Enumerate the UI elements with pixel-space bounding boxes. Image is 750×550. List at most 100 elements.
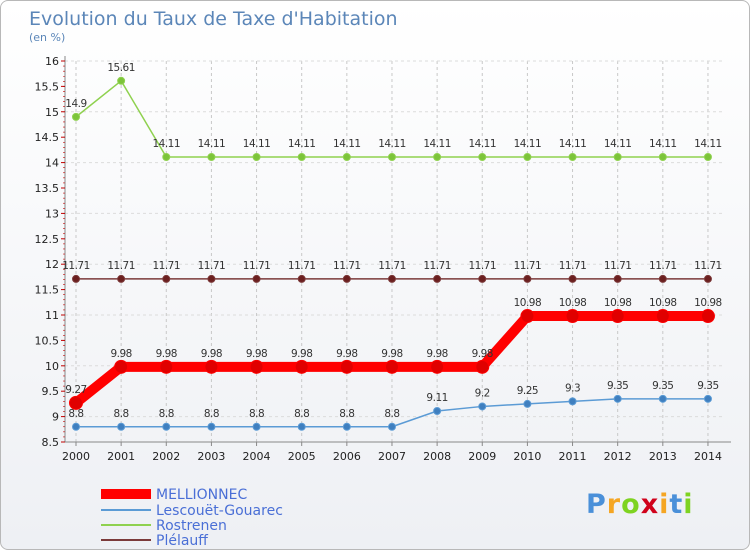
- data-label: 14.11: [559, 138, 587, 150]
- proxiti-logo: Proxiti: [586, 489, 694, 520]
- data-point: [339, 359, 354, 374]
- data-point: [297, 422, 306, 431]
- data-point: [430, 359, 445, 374]
- data-point: [162, 422, 171, 431]
- data-label: 9.98: [201, 348, 222, 360]
- data-label: 11.71: [62, 260, 90, 272]
- y-tick-label: 12: [45, 258, 59, 271]
- y-tick-label: 9.5: [42, 385, 60, 398]
- data-label: 11.71: [243, 260, 271, 272]
- data-point: [252, 422, 261, 431]
- data-label: 14.9: [65, 98, 86, 110]
- data-label: 11.71: [333, 260, 361, 272]
- data-point: [384, 359, 399, 374]
- y-tick-label: 10: [45, 360, 59, 373]
- x-tick-label: 2002: [152, 450, 180, 463]
- data-label: 8.8: [68, 408, 83, 420]
- chart-title: Evolution du Taux de Taxe d'Habitation: [29, 8, 398, 30]
- y-axis-unit: (en %): [29, 31, 65, 44]
- legend-label: Plélauff: [156, 533, 208, 549]
- data-point: [72, 422, 80, 431]
- x-tick-label: 2000: [62, 450, 90, 463]
- data-point: [117, 76, 126, 85]
- logo-letter: P: [586, 489, 607, 520]
- data-point: [249, 359, 264, 374]
- data-point: [655, 309, 670, 324]
- data-label: 9.35: [697, 380, 718, 392]
- data-label: 14.11: [333, 138, 361, 150]
- series-lescou-t-gouarec: 8.8 8.8 8.8 8.8 8.8 8.8 8.8 8.8 9.11 9.2 9.25 9.3 9.…: [68, 380, 719, 431]
- x-tick-label: 2005: [288, 450, 316, 463]
- data-label: 8.8: [204, 408, 219, 420]
- data-point: [523, 399, 532, 408]
- x-tick-label: 2011: [559, 450, 587, 463]
- data-label: 11.71: [649, 260, 677, 272]
- data-point: [252, 153, 261, 162]
- data-point: [294, 359, 309, 374]
- x-tick-label: 2007: [378, 450, 406, 463]
- data-point: [523, 274, 532, 283]
- data-point: [610, 309, 625, 324]
- data-point: [207, 422, 216, 431]
- x-tick-label: 2001: [107, 450, 135, 463]
- logo-letter: x: [640, 489, 660, 520]
- x-tick-label: 2004: [243, 450, 271, 463]
- data-point: [520, 309, 535, 324]
- data-label: 14.11: [152, 138, 180, 150]
- data-label: 11.71: [152, 260, 180, 272]
- y-tick-label: 15.5: [35, 80, 60, 93]
- series-group: 8.8 8.8 8.8 8.8 8.8 8.8 8.8 8.89.11 9.2 9.25 9.3 9.…: [62, 62, 722, 431]
- data-point: [565, 309, 580, 324]
- data-point: [69, 395, 83, 410]
- data-point: [523, 153, 532, 162]
- x-tick-label: 2006: [333, 450, 361, 463]
- data-label: 14.11: [468, 138, 496, 150]
- data-point: [613, 394, 622, 403]
- data-label: 9.35: [607, 380, 628, 392]
- data-point: [342, 153, 351, 162]
- data-label: 14.11: [198, 138, 226, 150]
- data-point: [387, 153, 396, 162]
- data-point: [207, 153, 216, 162]
- data-point: [478, 402, 487, 411]
- data-point: [207, 274, 216, 283]
- data-point: [433, 153, 442, 162]
- data-label: 9.98: [472, 348, 493, 360]
- data-point: [72, 274, 80, 283]
- data-point: [297, 274, 306, 283]
- data-label: 9.3: [565, 382, 580, 394]
- data-label: 9.27: [65, 384, 86, 396]
- data-label: 8.8: [159, 408, 174, 420]
- data-label: 10.98: [559, 297, 587, 309]
- data-point: [342, 274, 351, 283]
- data-label: 14.11: [423, 138, 451, 150]
- y-tick-label: 14.5: [35, 131, 60, 144]
- data-label: 8.8: [114, 408, 129, 420]
- data-label: 9.98: [291, 348, 312, 360]
- logo-letter: o: [621, 489, 641, 520]
- data-point: [252, 274, 261, 283]
- data-point: [475, 359, 490, 374]
- y-tick-label: 13: [45, 207, 59, 220]
- data-point: [568, 153, 577, 162]
- data-point: [703, 274, 712, 283]
- data-point: [478, 274, 487, 283]
- data-label: 9.35: [652, 380, 673, 392]
- data-point: [568, 274, 577, 283]
- data-label: 8.8: [249, 408, 264, 420]
- data-point: [387, 274, 396, 283]
- y-tick-label: 14: [45, 157, 59, 170]
- data-point: [703, 153, 712, 162]
- data-label: 14.11: [243, 138, 271, 150]
- data-label: 9.98: [110, 348, 131, 360]
- data-point: [204, 359, 219, 374]
- series-rostrenen: 14.9 15.61 14.11 14.11 14.11 14.11 14.11 14.11 1…: [65, 62, 722, 162]
- data-label: 11.71: [604, 260, 632, 272]
- data-label: 10.98: [649, 297, 677, 309]
- data-point: [162, 153, 171, 162]
- data-label: 14.11: [604, 138, 632, 150]
- data-label: 9.98: [246, 348, 267, 360]
- y-tick-label: 11.5: [35, 284, 60, 297]
- data-point: [568, 397, 577, 406]
